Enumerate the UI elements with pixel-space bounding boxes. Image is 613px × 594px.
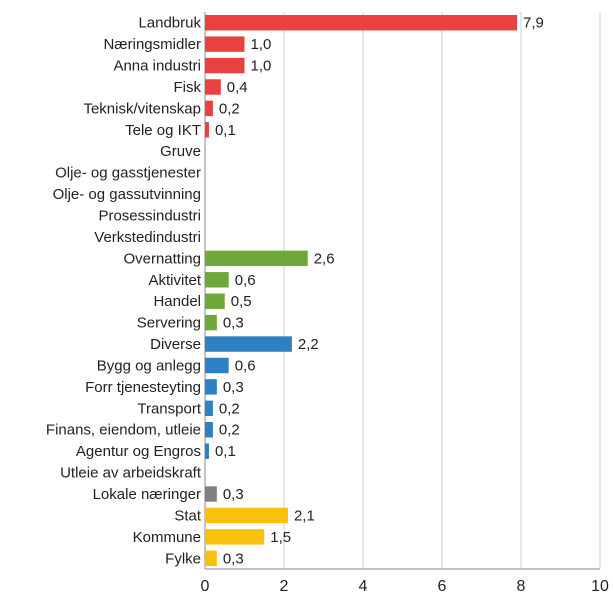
bar bbox=[205, 550, 217, 567]
y-tick-label: Kommune bbox=[133, 529, 201, 546]
bar bbox=[205, 529, 265, 545]
bar bbox=[205, 357, 229, 374]
bar bbox=[205, 422, 213, 438]
value-label: 0,1 bbox=[215, 122, 236, 139]
x-tick-label: 4 bbox=[359, 578, 368, 594]
y-tick-label: Bygg og anlegg bbox=[97, 357, 201, 374]
bar bbox=[205, 314, 217, 331]
bar bbox=[205, 507, 288, 524]
bar bbox=[205, 100, 213, 117]
bar bbox=[205, 400, 213, 417]
value-label: 0,3 bbox=[223, 315, 244, 332]
bar bbox=[205, 272, 229, 288]
y-tick-label: Overnatting bbox=[123, 250, 201, 267]
y-tick-label: Diverse bbox=[150, 336, 201, 353]
value-label: 0,3 bbox=[223, 486, 244, 503]
bar bbox=[205, 336, 292, 352]
y-tick-label: Olje- og gasstjenester bbox=[55, 165, 201, 182]
bar bbox=[205, 379, 217, 395]
y-tick-label: Teknisk/vitenskap bbox=[83, 100, 201, 117]
x-tick-label: 0 bbox=[201, 578, 210, 594]
y-tick-label: Prosessindustri bbox=[98, 207, 201, 224]
x-tick-label: 2 bbox=[280, 578, 289, 594]
value-label: 0,6 bbox=[235, 272, 256, 289]
value-label: 2,2 bbox=[298, 336, 319, 353]
bar bbox=[205, 57, 245, 74]
x-tick-label: 8 bbox=[517, 578, 526, 594]
y-tick-label: Tele og IKT bbox=[125, 122, 201, 139]
value-label: 0,1 bbox=[215, 443, 236, 460]
value-label: 1,0 bbox=[251, 36, 272, 53]
y-tick-label: Olje- og gassutvinning bbox=[53, 186, 201, 203]
y-tick-label: Verkstedindustri bbox=[94, 229, 201, 246]
y-tick-label: Lokale næringer bbox=[93, 486, 201, 503]
y-tick-label: Stat bbox=[174, 507, 202, 524]
y-tick-label: Landbruk bbox=[138, 15, 201, 32]
x-tick-label: 6 bbox=[438, 578, 447, 594]
value-label: 0,4 bbox=[227, 79, 248, 96]
y-tick-label: Forr tjenesteyting bbox=[85, 379, 201, 396]
value-label: 2,1 bbox=[294, 507, 315, 524]
bar bbox=[205, 79, 221, 95]
bar bbox=[205, 443, 209, 459]
value-label: 0,3 bbox=[223, 379, 244, 396]
x-tick-label: 10 bbox=[591, 578, 609, 594]
bar bbox=[205, 122, 209, 138]
y-tick-label: Handel bbox=[153, 293, 201, 310]
value-label: 1,0 bbox=[251, 58, 272, 75]
value-label: 0,2 bbox=[219, 422, 240, 439]
value-label: 0,5 bbox=[231, 293, 252, 310]
bar bbox=[205, 14, 518, 31]
y-tick-label: Servering bbox=[137, 315, 201, 332]
bar bbox=[205, 36, 245, 52]
y-tick-label: Agentur og Engros bbox=[76, 443, 201, 460]
bar bbox=[205, 293, 225, 309]
y-tick-label: Anna industri bbox=[113, 58, 201, 75]
y-tick-label: Transport bbox=[137, 400, 201, 417]
value-label: 0,3 bbox=[223, 550, 244, 567]
y-tick-label: Finans, eiendom, utleie bbox=[46, 422, 201, 439]
y-tick-label: Næringsmidler bbox=[103, 36, 201, 53]
y-tick-label: Utleie av arbeidskraft bbox=[60, 465, 202, 482]
value-label: 1,5 bbox=[270, 529, 291, 546]
value-label: 2,6 bbox=[314, 250, 335, 267]
bar bbox=[205, 486, 217, 502]
y-tick-label: Aktivitet bbox=[148, 272, 201, 289]
value-label: 0,6 bbox=[235, 357, 256, 374]
value-label: 0,2 bbox=[219, 100, 240, 117]
y-tick-label: Fisk bbox=[174, 79, 202, 96]
y-tick-label: Gruve bbox=[160, 143, 201, 160]
value-label: 7,9 bbox=[523, 15, 544, 32]
bar bbox=[205, 250, 308, 267]
y-tick-label: Fylke bbox=[165, 550, 201, 567]
value-label: 0,2 bbox=[219, 400, 240, 417]
